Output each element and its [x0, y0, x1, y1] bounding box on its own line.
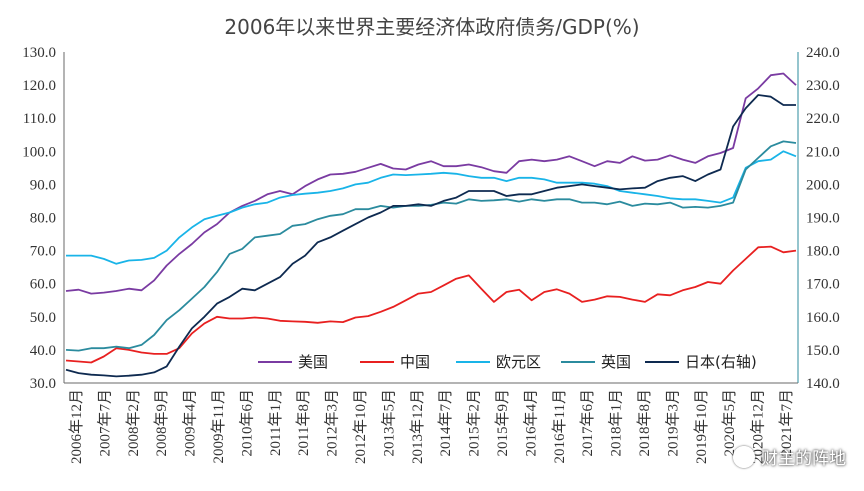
x-tick-label: 2012年3月 [324, 389, 341, 457]
y-left-tick-label: 80.0 [30, 211, 56, 227]
x-tick-label: 2013年5月 [380, 389, 397, 457]
y-right-tick-label: 160.0 [806, 310, 840, 326]
x-tick-label: 2017年6月 [579, 389, 596, 457]
watermark: 财主的阵地 [733, 444, 846, 469]
y-left-tick-label: 60.0 [30, 277, 56, 293]
y-right-tick-label: 150.0 [806, 343, 840, 359]
x-tick-label: 2016年11月 [551, 389, 568, 463]
x-tick-label: 2013年12月 [409, 389, 426, 464]
y-right-tick-label: 200.0 [806, 177, 840, 193]
legend-label: 中国 [400, 353, 430, 371]
y-left-tick-label: 90.0 [30, 177, 56, 193]
y-left-tick-label: 120.0 [22, 78, 56, 94]
legend: 美国 中国 欧元区 英国 日本(右轴) [258, 353, 757, 371]
x-tick-label: 2011年8月 [295, 389, 312, 456]
y-right-tick-label: 170.0 [806, 277, 840, 293]
y-left-tick-label: 110.0 [23, 111, 56, 127]
legend-label: 英国 [601, 353, 631, 371]
series-line-美国 [65, 72, 797, 295]
x-tick-label: 2019年3月 [664, 389, 681, 457]
x-tick-label: 2009年4月 [182, 389, 199, 457]
series-line-日本(右轴) [65, 94, 796, 378]
x-tick-label: 2012年10月 [352, 389, 369, 464]
x-tick-label: 2006年12月 [68, 389, 85, 464]
x-tick-label: 2007年7月 [96, 389, 113, 457]
x-tick-label: 2014年7月 [437, 389, 454, 457]
x-tick-label: 2016年4月 [522, 389, 539, 457]
x-tick-label: 2011年1月 [267, 389, 284, 456]
y-left-tick-label: 70.0 [30, 244, 56, 260]
x-tick-label: 2008年9月 [153, 389, 170, 457]
y-left-tick-label: 40.0 [30, 343, 56, 359]
x-tick-label: 2020年5月 [721, 389, 738, 457]
legend-label: 美国 [298, 353, 328, 371]
x-tick-label: 2018年1月 [608, 389, 625, 457]
x-tick-label: 2018年8月 [636, 389, 653, 457]
y-left-tick-label: 50.0 [30, 310, 56, 326]
wechat-icon [733, 445, 755, 468]
x-tick-label: 2008年2月 [125, 389, 142, 457]
legend-label: 日本(右轴) [685, 353, 757, 371]
x-tick-label: 2020年12月 [750, 389, 767, 464]
y-right-tick-label: 180.0 [806, 244, 840, 260]
axes: 30.0 40.0 50.0 60.0 70.0 80.0 90.0 100.0 110.0 12… [22, 45, 840, 464]
x-tick-label: 2019年10月 [693, 389, 710, 464]
x-tick-label: 2021年7月 [778, 389, 795, 457]
x-tick-label: 2015年9月 [494, 389, 511, 457]
y-right-tick-label: 210.0 [806, 144, 840, 160]
y-left-tick-label: 30.0 [30, 376, 56, 392]
y-right-tick-label: 240.0 [806, 45, 840, 61]
series-layer [65, 72, 797, 378]
y-right-tick-label: 140.0 [806, 376, 840, 392]
y-right-tick-label: 220.0 [806, 111, 840, 127]
watermark-text: 财主的阵地 [761, 449, 846, 469]
x-tick-label: 2015年2月 [466, 389, 483, 457]
series-line-欧元区 [66, 150, 797, 265]
x-tick-label: 2009年11月 [210, 389, 227, 463]
series-line-中国 [65, 245, 797, 364]
x-tick-label: 2010年6月 [238, 389, 255, 457]
chart-title: 2006年以来世界主要经济体政府债务/GDP(%) [224, 15, 639, 39]
y-left-tick-label: 130.0 [22, 45, 56, 61]
legend-label: 欧元区 [496, 353, 541, 371]
series-line-英国 [65, 140, 797, 352]
y-right-tick-label: 230.0 [806, 78, 840, 94]
y-left-tick-label: 100.0 [22, 144, 56, 160]
y-right-tick-label: 190.0 [806, 211, 840, 227]
